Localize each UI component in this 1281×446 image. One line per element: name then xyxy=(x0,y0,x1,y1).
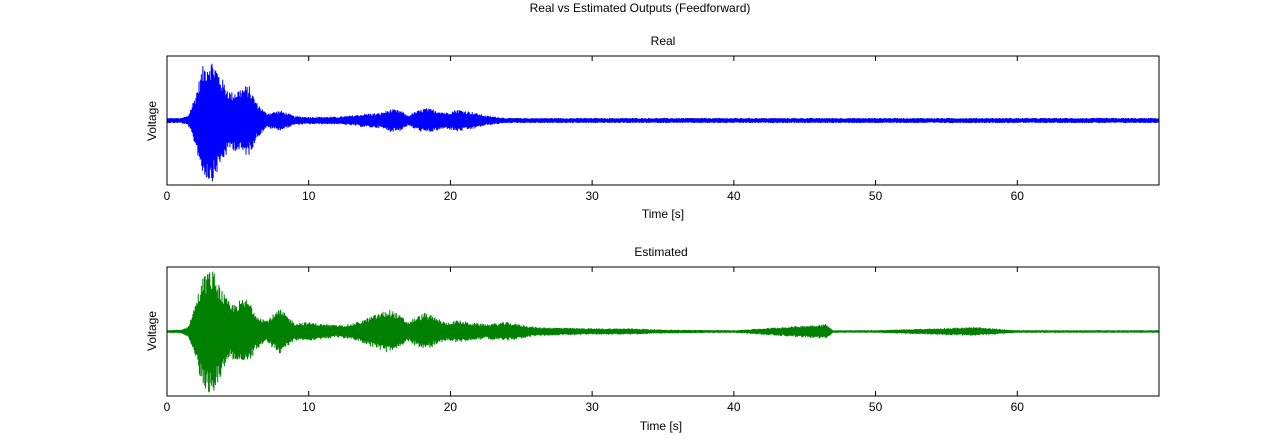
x-ticks: 0 10 20 30 40 50 60 xyxy=(164,267,1025,414)
x-tick-label: 0 xyxy=(164,400,171,414)
subplot-real: Real 0 10 20 30 40 50 60 Time [s] Voltage xyxy=(145,34,1160,221)
y-axis-label: Voltage xyxy=(145,311,159,351)
x-tick-label: 10 xyxy=(302,189,316,203)
x-tick-label: 40 xyxy=(727,400,741,414)
x-axis-label: Time [s] xyxy=(640,419,682,433)
x-tick-label: 50 xyxy=(869,189,883,203)
subplot-title: Real xyxy=(651,34,676,48)
x-tick-label: 20 xyxy=(444,400,458,414)
x-tick-label: 20 xyxy=(444,189,458,203)
subplot-title: Estimated xyxy=(634,245,687,259)
signal-trace xyxy=(166,271,1160,393)
x-tick-label: 40 xyxy=(727,189,741,203)
plot-area xyxy=(166,55,1160,186)
plot-area xyxy=(166,266,1160,397)
subplot-estimated: Estimated 0 10 20 30 40 50 60 Time [s] Voltage xyxy=(145,245,1160,433)
x-axis-label: Time [s] xyxy=(642,207,684,221)
signal-trace xyxy=(166,63,1160,182)
y-axis-label: Voltage xyxy=(145,101,159,141)
x-tick-label: 10 xyxy=(302,400,316,414)
figure-title: Real vs Estimated Outputs (Feedforward) xyxy=(530,1,751,15)
x-ticks: 0 10 20 30 40 50 60 xyxy=(164,56,1025,203)
x-tick-label: 30 xyxy=(585,189,599,203)
signal-line xyxy=(166,271,1160,393)
x-tick-label: 60 xyxy=(1011,189,1025,203)
x-tick-label: 50 xyxy=(869,400,883,414)
x-tick-label: 0 xyxy=(164,189,171,203)
x-tick-label: 30 xyxy=(585,400,599,414)
signal-line xyxy=(166,63,1160,182)
x-tick-label: 60 xyxy=(1011,400,1025,414)
